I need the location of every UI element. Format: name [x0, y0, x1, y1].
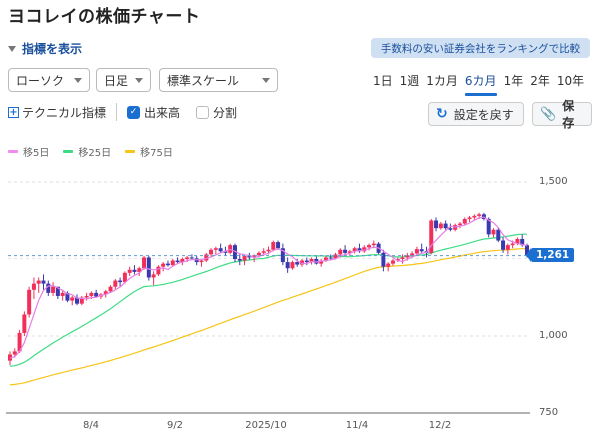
show-indicators-label: 指標を表示 — [22, 42, 83, 56]
chart-type-value: ローソク — [16, 73, 65, 88]
ma5-line — [9, 216, 528, 359]
refresh-icon: ↻ — [436, 106, 448, 122]
scale-value: 標準スケール — [167, 73, 240, 88]
save-button[interactable]: 📎 保存 — [532, 99, 592, 130]
legend-swatch — [125, 150, 136, 153]
legend-swatch — [63, 150, 74, 153]
tab-1w[interactable]: 1週 — [399, 74, 420, 88]
save-label: 保存 — [562, 99, 575, 130]
x-tick: 11/4 — [345, 420, 369, 431]
y-tick-750: 750 — [539, 407, 559, 418]
x-tick: 8/4 — [82, 420, 100, 431]
technical-indicators-label: テクニカル指標 — [22, 105, 107, 120]
technical-indicators-button[interactable]: + テクニカル指標 — [8, 104, 106, 121]
divider — [116, 103, 118, 121]
y-tick-1500: 1,500 — [539, 176, 568, 187]
tab-6m[interactable]: 6カ月 — [464, 72, 497, 96]
chart-legend: 移5日 移25日 移75日 — [8, 144, 187, 159]
current-price-tag: 1,261 — [525, 248, 575, 262]
show-indicators-toggle[interactable]: 指標を表示 — [8, 40, 82, 57]
legend-ma25: 移25日 — [63, 144, 111, 159]
interval-select[interactable]: 日足 — [96, 68, 151, 92]
scale-select[interactable]: 標準スケール — [159, 68, 278, 92]
chart-type-select[interactable]: ローソク — [8, 68, 90, 92]
y-tick-1000: 1,000 — [539, 330, 568, 341]
legend-swatch — [8, 150, 18, 153]
tab-1y[interactable]: 1年 — [503, 74, 524, 88]
options-row: + テクニカル指標 ✓ 出来高 分割 — [8, 103, 237, 121]
period-tabs: 1日 1週 1カ月 6カ月 1年 2年 10年 — [373, 72, 591, 96]
tab-10y[interactable]: 10年 — [556, 74, 585, 88]
plus-box-icon: + — [8, 106, 19, 118]
split-checkbox[interactable]: 分割 — [196, 104, 237, 121]
ma75-line — [9, 248, 528, 386]
chevron-down-icon — [74, 78, 82, 83]
chevron-down-icon — [262, 78, 270, 83]
legend-ma75: 移75日 — [125, 144, 173, 159]
candles — [8, 212, 529, 366]
reset-settings-button[interactable]: ↻ 設定を戻す — [428, 102, 524, 126]
chart-grid — [6, 181, 530, 414]
ma25-line — [9, 233, 527, 367]
volume-label: 出来高 — [144, 105, 181, 120]
candlestick-chart[interactable] — [0, 160, 601, 437]
triangle-down-icon — [8, 45, 16, 52]
empty-checkbox-icon — [196, 105, 210, 119]
tab-1m[interactable]: 1カ月 — [426, 74, 458, 88]
tab-1d[interactable]: 1日 — [373, 74, 393, 88]
interval-value: 日足 — [104, 73, 129, 88]
broker-ranking-button[interactable]: 手数料の安い証券会社をランキングで比較 — [371, 38, 590, 58]
x-tick: 9/2 — [166, 420, 184, 431]
paperclip-icon: 📎 — [540, 106, 557, 122]
volume-checkbox[interactable]: ✓ 出来高 — [127, 104, 180, 121]
split-label: 分割 — [213, 105, 238, 120]
x-tick: 2025/10 — [245, 420, 287, 431]
checkmark-icon: ✓ — [127, 105, 141, 119]
reset-settings-label: 設定を戻す — [453, 107, 514, 122]
tab-2y[interactable]: 2年 — [530, 74, 550, 88]
legend-ma5: 移5日 — [8, 144, 49, 159]
chevron-down-icon — [135, 78, 143, 83]
page-title: ヨコレイの株価チャート — [8, 7, 201, 27]
x-tick: 12/2 — [428, 420, 452, 431]
